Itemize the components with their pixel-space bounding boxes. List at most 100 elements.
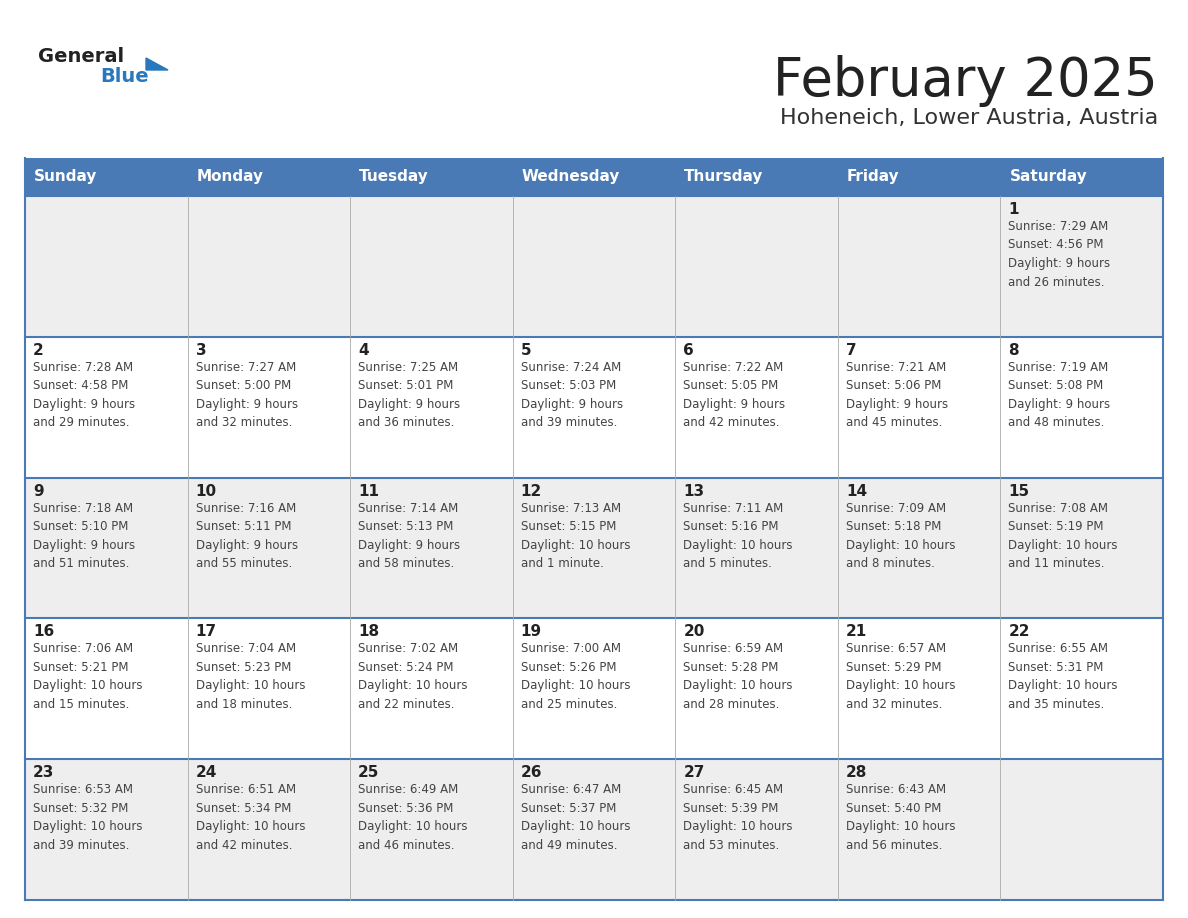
Text: Sunday: Sunday	[34, 170, 97, 185]
Text: 28: 28	[846, 766, 867, 780]
Text: 18: 18	[358, 624, 379, 640]
Text: 11: 11	[358, 484, 379, 498]
Text: Sunrise: 6:59 AM
Sunset: 5:28 PM
Daylight: 10 hours
and 28 minutes.: Sunrise: 6:59 AM Sunset: 5:28 PM Dayligh…	[683, 643, 792, 711]
Bar	[675, 759, 838, 900]
Text: 7: 7	[846, 342, 857, 358]
Bar	[25, 196, 188, 337]
Bar	[188, 759, 350, 900]
Bar	[675, 158, 838, 196]
Text: 24: 24	[196, 766, 217, 780]
Text: Sunrise: 6:47 AM
Sunset: 5:37 PM
Daylight: 10 hours
and 49 minutes.: Sunrise: 6:47 AM Sunset: 5:37 PM Dayligh…	[520, 783, 630, 852]
Text: Sunrise: 7:02 AM
Sunset: 5:24 PM
Daylight: 10 hours
and 22 minutes.: Sunrise: 7:02 AM Sunset: 5:24 PM Dayligh…	[358, 643, 468, 711]
Text: Sunrise: 6:51 AM
Sunset: 5:34 PM
Daylight: 10 hours
and 42 minutes.: Sunrise: 6:51 AM Sunset: 5:34 PM Dayligh…	[196, 783, 305, 852]
Text: 16: 16	[33, 624, 55, 640]
Text: 6: 6	[683, 342, 694, 358]
Text: Sunrise: 7:24 AM
Sunset: 5:03 PM
Daylight: 9 hours
and 39 minutes.: Sunrise: 7:24 AM Sunset: 5:03 PM Dayligh…	[520, 361, 623, 430]
Text: 13: 13	[683, 484, 704, 498]
Text: Thursday: Thursday	[684, 170, 764, 185]
Text: Sunrise: 7:06 AM
Sunset: 5:21 PM
Daylight: 10 hours
and 15 minutes.: Sunrise: 7:06 AM Sunset: 5:21 PM Dayligh…	[33, 643, 143, 711]
Text: Sunrise: 7:14 AM
Sunset: 5:13 PM
Daylight: 9 hours
and 58 minutes.: Sunrise: 7:14 AM Sunset: 5:13 PM Dayligh…	[358, 501, 460, 570]
Bar	[25, 158, 188, 196]
Bar	[25, 759, 188, 900]
Text: Sunrise: 7:18 AM
Sunset: 5:10 PM
Daylight: 9 hours
and 51 minutes.: Sunrise: 7:18 AM Sunset: 5:10 PM Dayligh…	[33, 501, 135, 570]
Text: Sunrise: 6:55 AM
Sunset: 5:31 PM
Daylight: 10 hours
and 35 minutes.: Sunrise: 6:55 AM Sunset: 5:31 PM Dayligh…	[1009, 643, 1118, 711]
Bar	[188, 196, 350, 337]
Bar	[513, 477, 675, 619]
Bar	[513, 196, 675, 337]
Text: 1: 1	[1009, 202, 1019, 217]
Text: General: General	[38, 47, 124, 66]
Bar	[1000, 196, 1163, 337]
Text: Sunrise: 7:29 AM
Sunset: 4:56 PM
Daylight: 9 hours
and 26 minutes.: Sunrise: 7:29 AM Sunset: 4:56 PM Dayligh…	[1009, 220, 1111, 288]
Bar	[188, 619, 350, 759]
Text: Sunrise: 7:27 AM
Sunset: 5:00 PM
Daylight: 9 hours
and 32 minutes.: Sunrise: 7:27 AM Sunset: 5:00 PM Dayligh…	[196, 361, 298, 430]
Text: 15: 15	[1009, 484, 1030, 498]
Bar	[675, 477, 838, 619]
Text: Sunrise: 7:04 AM
Sunset: 5:23 PM
Daylight: 10 hours
and 18 minutes.: Sunrise: 7:04 AM Sunset: 5:23 PM Dayligh…	[196, 643, 305, 711]
Text: 23: 23	[33, 766, 55, 780]
Text: 22: 22	[1009, 624, 1030, 640]
Text: Sunrise: 7:25 AM
Sunset: 5:01 PM
Daylight: 9 hours
and 36 minutes.: Sunrise: 7:25 AM Sunset: 5:01 PM Dayligh…	[358, 361, 460, 430]
Text: 9: 9	[33, 484, 44, 498]
Bar	[188, 477, 350, 619]
Bar	[838, 337, 1000, 477]
Text: Friday: Friday	[847, 170, 899, 185]
Text: 21: 21	[846, 624, 867, 640]
Bar	[25, 337, 188, 477]
Text: 2: 2	[33, 342, 44, 358]
Text: Tuesday: Tuesday	[359, 170, 429, 185]
Text: Sunrise: 7:16 AM
Sunset: 5:11 PM
Daylight: 9 hours
and 55 minutes.: Sunrise: 7:16 AM Sunset: 5:11 PM Dayligh…	[196, 501, 298, 570]
Bar	[513, 337, 675, 477]
Text: Saturday: Saturday	[1010, 170, 1087, 185]
Bar	[25, 619, 188, 759]
Text: Sunrise: 7:00 AM
Sunset: 5:26 PM
Daylight: 10 hours
and 25 minutes.: Sunrise: 7:00 AM Sunset: 5:26 PM Dayligh…	[520, 643, 630, 711]
Text: Monday: Monday	[196, 170, 264, 185]
Bar	[838, 196, 1000, 337]
Text: Wednesday: Wednesday	[522, 170, 620, 185]
Text: Sunrise: 7:28 AM
Sunset: 4:58 PM
Daylight: 9 hours
and 29 minutes.: Sunrise: 7:28 AM Sunset: 4:58 PM Dayligh…	[33, 361, 135, 430]
Text: Sunrise: 6:53 AM
Sunset: 5:32 PM
Daylight: 10 hours
and 39 minutes.: Sunrise: 6:53 AM Sunset: 5:32 PM Dayligh…	[33, 783, 143, 852]
Text: 27: 27	[683, 766, 704, 780]
Bar	[838, 759, 1000, 900]
Text: Sunrise: 7:13 AM
Sunset: 5:15 PM
Daylight: 10 hours
and 1 minute.: Sunrise: 7:13 AM Sunset: 5:15 PM Dayligh…	[520, 501, 630, 570]
Text: Sunrise: 7:19 AM
Sunset: 5:08 PM
Daylight: 9 hours
and 48 minutes.: Sunrise: 7:19 AM Sunset: 5:08 PM Dayligh…	[1009, 361, 1111, 430]
Bar	[350, 477, 513, 619]
Text: 8: 8	[1009, 342, 1019, 358]
Text: 20: 20	[683, 624, 704, 640]
Bar	[838, 158, 1000, 196]
Text: Sunrise: 7:21 AM
Sunset: 5:06 PM
Daylight: 9 hours
and 45 minutes.: Sunrise: 7:21 AM Sunset: 5:06 PM Dayligh…	[846, 361, 948, 430]
Text: Sunrise: 6:45 AM
Sunset: 5:39 PM
Daylight: 10 hours
and 53 minutes.: Sunrise: 6:45 AM Sunset: 5:39 PM Dayligh…	[683, 783, 792, 852]
Bar	[513, 759, 675, 900]
Bar	[350, 196, 513, 337]
Text: 14: 14	[846, 484, 867, 498]
Text: Sunrise: 6:43 AM
Sunset: 5:40 PM
Daylight: 10 hours
and 56 minutes.: Sunrise: 6:43 AM Sunset: 5:40 PM Dayligh…	[846, 783, 955, 852]
Text: Sunrise: 6:49 AM
Sunset: 5:36 PM
Daylight: 10 hours
and 46 minutes.: Sunrise: 6:49 AM Sunset: 5:36 PM Dayligh…	[358, 783, 468, 852]
Text: Sunrise: 6:57 AM
Sunset: 5:29 PM
Daylight: 10 hours
and 32 minutes.: Sunrise: 6:57 AM Sunset: 5:29 PM Dayligh…	[846, 643, 955, 711]
Bar	[675, 619, 838, 759]
Bar	[25, 477, 188, 619]
Polygon shape	[146, 58, 168, 70]
Bar	[1000, 477, 1163, 619]
Text: 26: 26	[520, 766, 542, 780]
Bar	[675, 337, 838, 477]
Text: 10: 10	[196, 484, 216, 498]
Bar	[1000, 158, 1163, 196]
Bar	[1000, 759, 1163, 900]
Bar	[675, 196, 838, 337]
Text: 25: 25	[358, 766, 379, 780]
Text: 12: 12	[520, 484, 542, 498]
Bar	[1000, 619, 1163, 759]
Bar	[513, 619, 675, 759]
Bar	[350, 759, 513, 900]
Bar	[838, 477, 1000, 619]
Text: 4: 4	[358, 342, 368, 358]
Bar	[838, 619, 1000, 759]
Text: 5: 5	[520, 342, 531, 358]
Text: Sunrise: 7:08 AM
Sunset: 5:19 PM
Daylight: 10 hours
and 11 minutes.: Sunrise: 7:08 AM Sunset: 5:19 PM Dayligh…	[1009, 501, 1118, 570]
Bar	[350, 158, 513, 196]
Bar	[1000, 337, 1163, 477]
Text: 19: 19	[520, 624, 542, 640]
Text: Hoheneich, Lower Austria, Austria: Hoheneich, Lower Austria, Austria	[779, 108, 1158, 128]
Bar	[513, 158, 675, 196]
Bar	[350, 619, 513, 759]
